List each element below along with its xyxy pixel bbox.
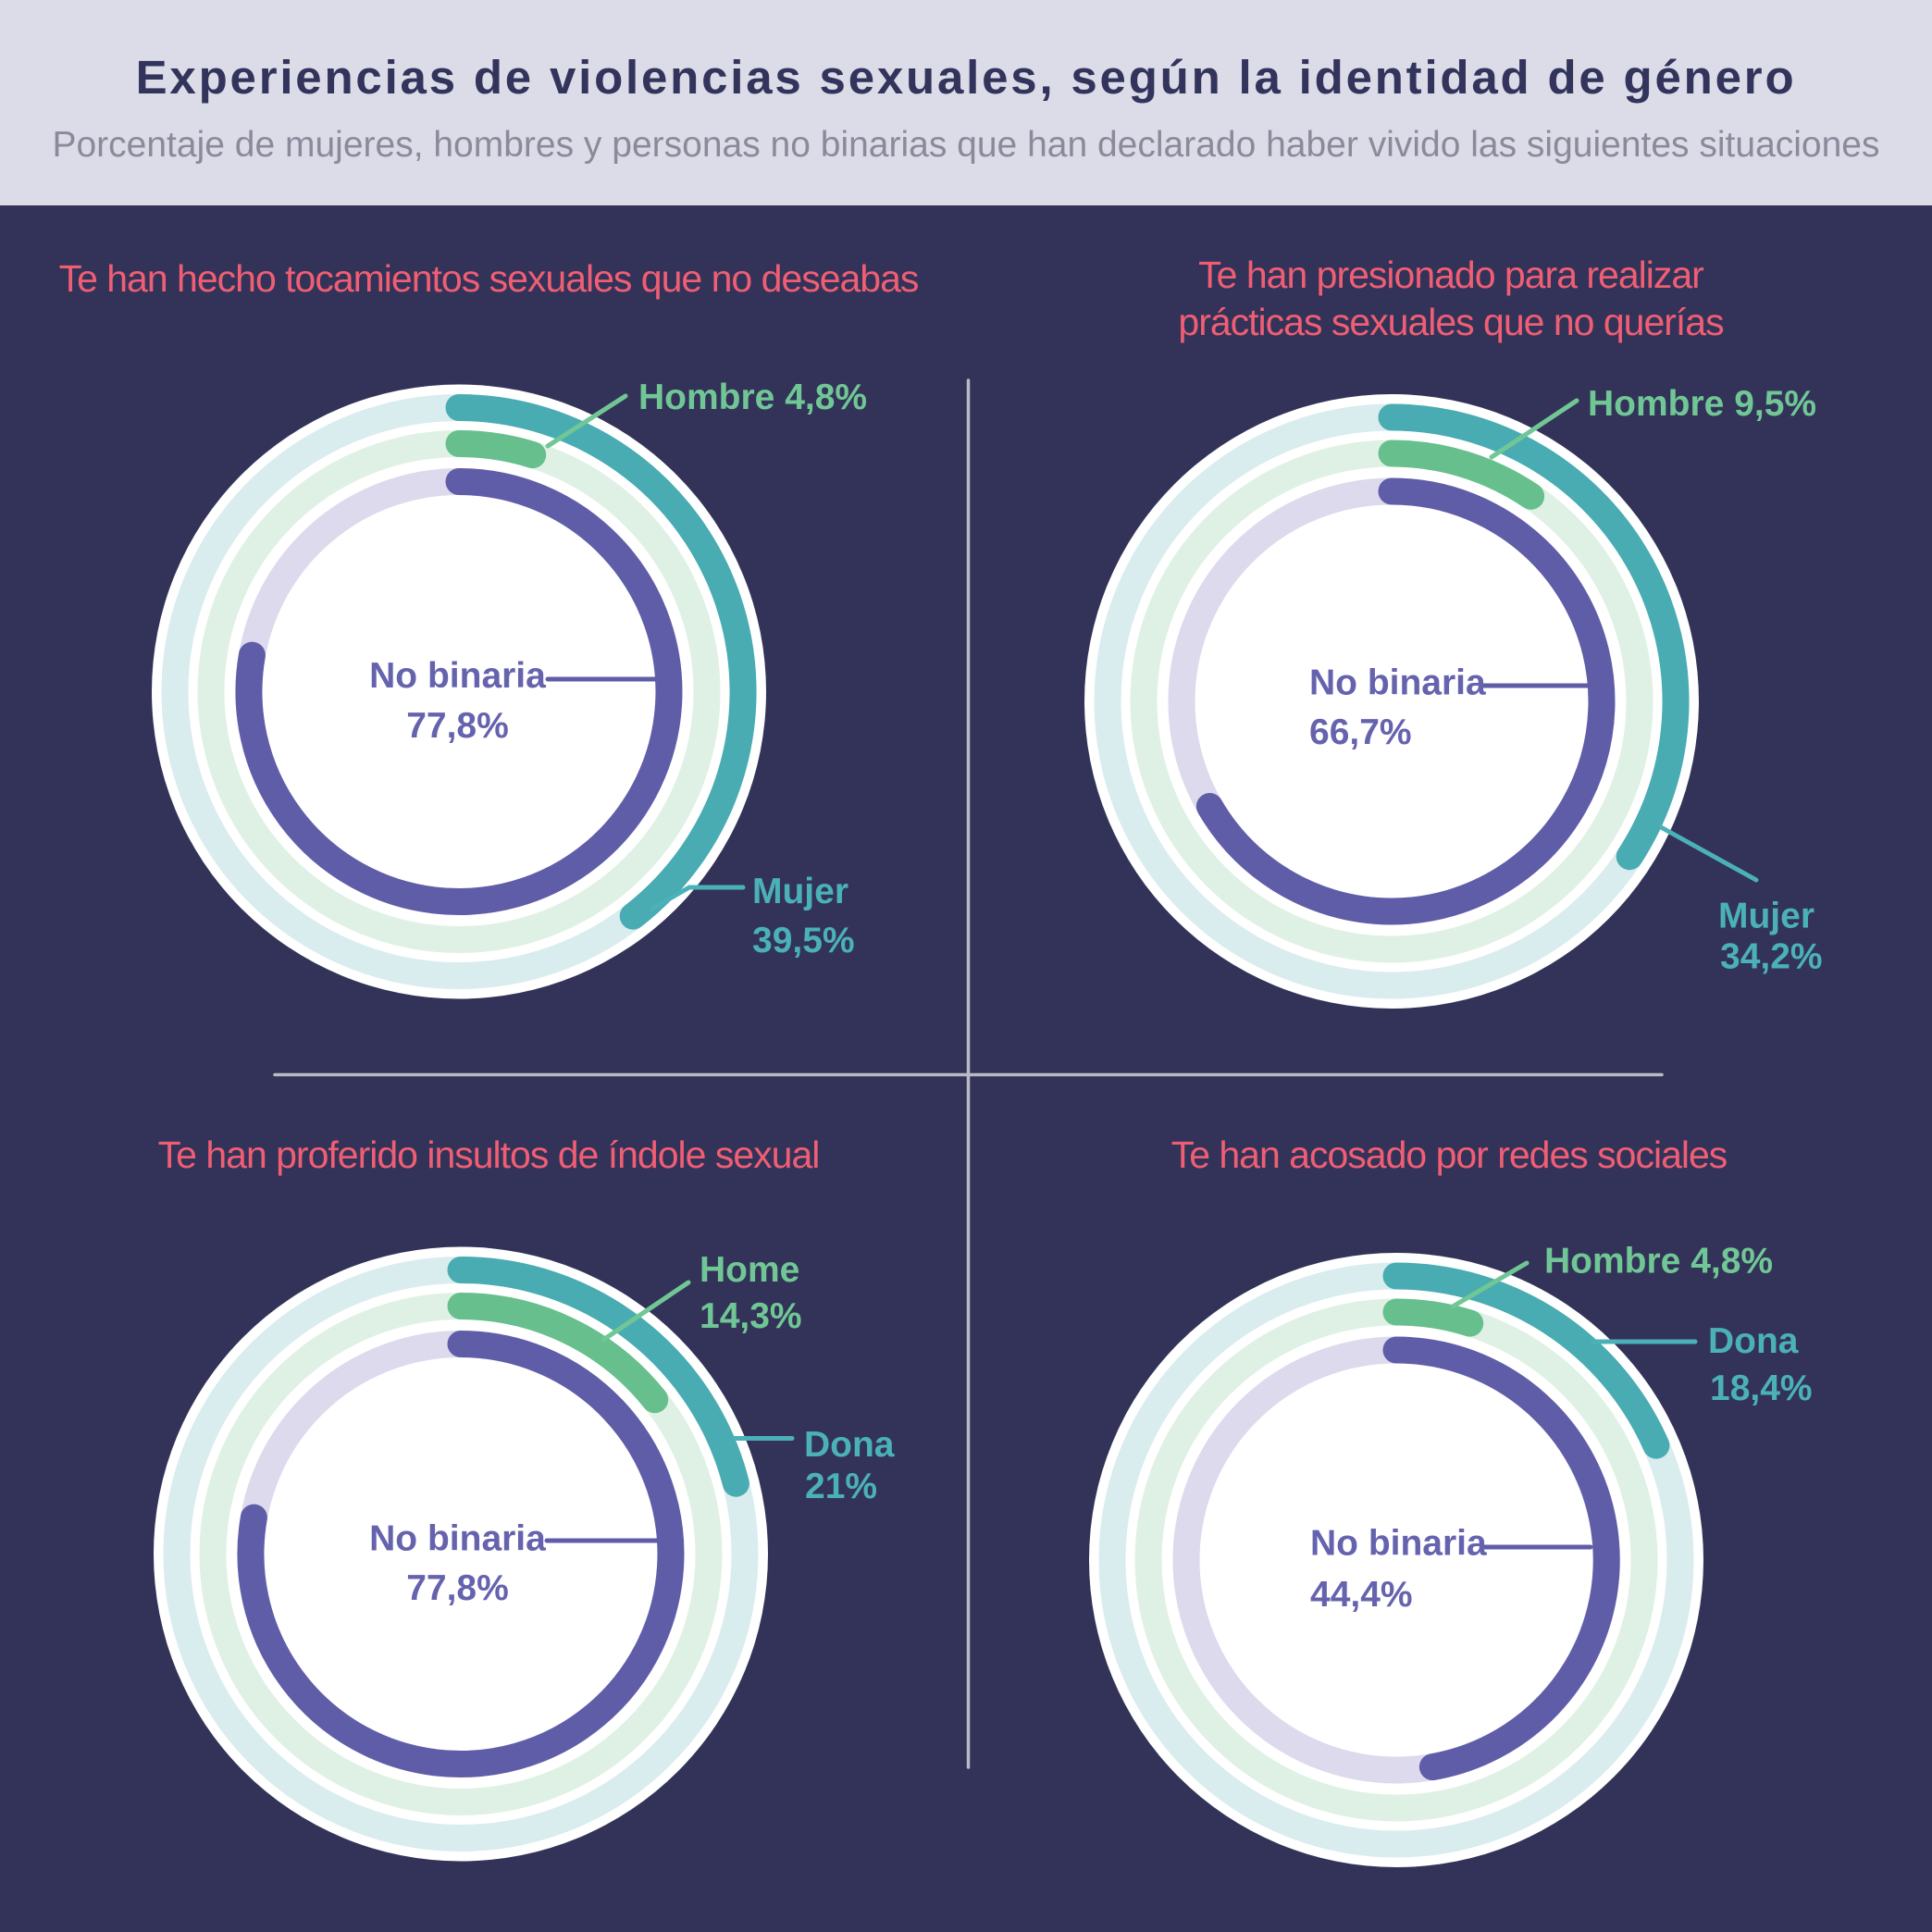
svg-text:Porcentaje de mujeres, hombres: Porcentaje de mujeres, hombres y persona… — [52, 125, 1879, 165]
svg-text:Mujer: Mujer — [1718, 897, 1814, 936]
svg-text:Experiencias de violencias sex: Experiencias de violencias sexuales, seg… — [136, 51, 1797, 104]
svg-text:34,2%: 34,2% — [1720, 937, 1823, 977]
svg-text:No binaria: No binaria — [1310, 1523, 1487, 1563]
svg-text:66,7%: 66,7% — [1309, 712, 1412, 752]
svg-text:Hombre 4,8%: Hombre 4,8% — [638, 378, 867, 417]
svg-text:Dona: Dona — [1708, 1321, 1799, 1361]
svg-text:prácticas sexuales que no quer: prácticas sexuales que no querías — [1178, 301, 1724, 343]
svg-text:77,8%: 77,8% — [406, 706, 509, 746]
svg-text:Te han proferido insultos de í: Te han proferido insultos de índole sexu… — [158, 1133, 820, 1176]
svg-text:No binaria: No binaria — [369, 656, 546, 696]
svg-text:Te han hecho tocamientos sexua: Te han hecho tocamientos sexuales que no… — [59, 257, 919, 300]
svg-text:No binaria: No binaria — [1309, 663, 1486, 702]
svg-text:Home: Home — [700, 1250, 799, 1290]
svg-text:Hombre 4,8%: Hombre 4,8% — [1544, 1241, 1773, 1281]
svg-text:Te han acosado por redes socia: Te han acosado por redes sociales — [1171, 1133, 1728, 1176]
svg-text:No binaria: No binaria — [369, 1519, 546, 1559]
svg-text:Mujer: Mujer — [752, 872, 848, 911]
svg-text:39,5%: 39,5% — [752, 921, 855, 960]
svg-text:Te han presionado para realiza: Te han presionado para realizar — [1198, 254, 1703, 296]
svg-text:44,4%: 44,4% — [1310, 1575, 1413, 1615]
svg-text:18,4%: 18,4% — [1710, 1368, 1813, 1408]
svg-text:14,3%: 14,3% — [700, 1296, 802, 1336]
svg-text:21%: 21% — [805, 1467, 877, 1506]
svg-text:Dona: Dona — [804, 1425, 895, 1465]
svg-text:Hombre 9,5%: Hombre 9,5% — [1588, 384, 1816, 424]
svg-text:77,8%: 77,8% — [406, 1568, 509, 1608]
